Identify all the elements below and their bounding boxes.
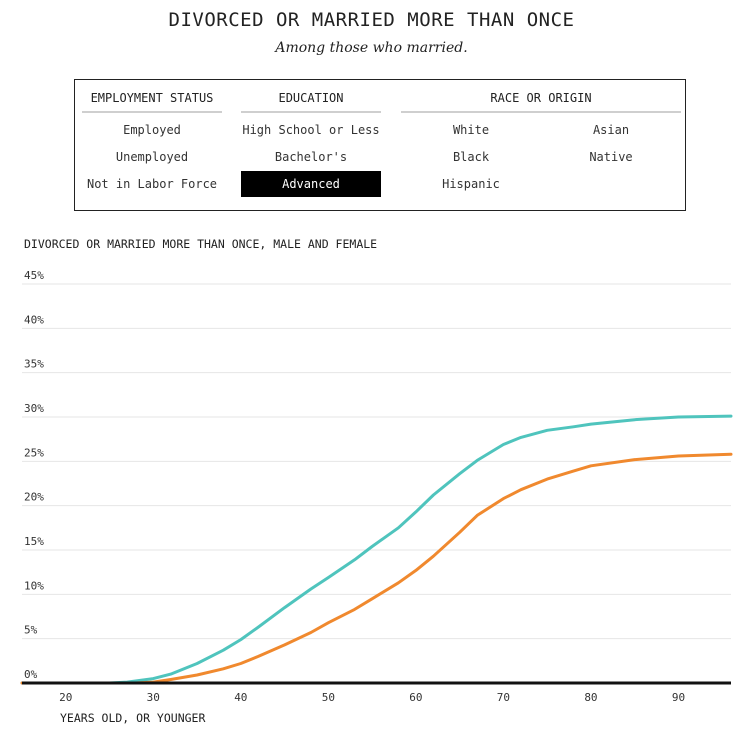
filter-native[interactable]: Native xyxy=(589,150,633,164)
x-tick-label: 90 xyxy=(672,691,685,704)
employment-group-label: EMPLOYMENT STATUS xyxy=(90,91,214,105)
x-tick-label: 60 xyxy=(409,691,422,704)
y-tick-label: 20% xyxy=(24,491,44,504)
page-subtitle: Among those who married. xyxy=(275,40,468,56)
filter-hispanic[interactable]: Hispanic xyxy=(442,177,500,191)
filter-black[interactable]: Black xyxy=(452,150,490,164)
x-axis-title: YEARS OLD, OR YOUNGER xyxy=(60,711,205,725)
x-tick-label: 80 xyxy=(584,691,597,704)
filter-high-school[interactable]: High School or Less xyxy=(242,123,380,137)
race-group-label: RACE OR ORIGIN xyxy=(490,91,592,105)
y-tick-label: 35% xyxy=(24,358,44,371)
y-tick-label: 40% xyxy=(24,313,44,326)
y-tick-label: 5% xyxy=(24,624,38,637)
education-group-rule xyxy=(241,111,381,113)
filter-advanced[interactable]: Advanced xyxy=(241,171,381,197)
y-tick-label: 25% xyxy=(24,446,44,459)
y-tick-label: 30% xyxy=(24,402,44,415)
filter-bachelors[interactable]: Bachelor's xyxy=(274,150,348,164)
filter-employed[interactable]: Employed xyxy=(123,123,181,137)
chart-title: DIVORCED OR MARRIED MORE THAN ONCE, MALE… xyxy=(24,237,378,251)
filter-white[interactable]: White xyxy=(452,123,490,137)
x-tick-label: 20 xyxy=(59,691,72,704)
filter-not-in-labor-force[interactable]: Not in Labor Force xyxy=(86,177,218,191)
filter-asian[interactable]: Asian xyxy=(592,123,630,137)
x-tick-label: 50 xyxy=(322,691,335,704)
series-line-0 xyxy=(20,414,733,685)
race-group-rule xyxy=(401,111,681,113)
y-tick-label: 45% xyxy=(24,269,44,282)
y-tick-label: 15% xyxy=(24,535,44,548)
x-tick-label: 30 xyxy=(147,691,160,704)
x-tick-label: 70 xyxy=(497,691,510,704)
filter-panel: EMPLOYMENT STATUS Employed Unemployed No… xyxy=(74,79,686,211)
education-group-label: EDUCATION xyxy=(278,91,344,105)
filter-unemployed[interactable]: Unemployed xyxy=(115,150,189,164)
page-title: DIVORCED OR MARRIED MORE THAN ONCE xyxy=(168,9,575,31)
employment-group-rule xyxy=(82,111,222,113)
series-line-1 xyxy=(20,452,733,685)
y-tick-label: 0% xyxy=(24,668,38,681)
y-tick-label: 10% xyxy=(24,579,44,592)
x-tick-label: 40 xyxy=(234,691,247,704)
